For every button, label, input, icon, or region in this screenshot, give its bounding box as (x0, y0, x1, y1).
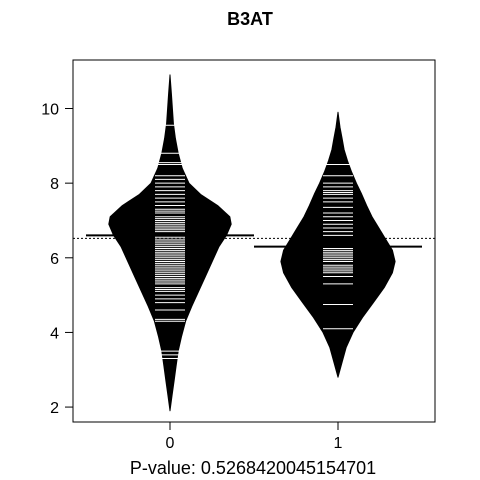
chart-title: B3AT (227, 9, 273, 29)
y-tick-label: 2 (50, 400, 59, 417)
x-tick-label: 0 (166, 435, 175, 452)
y-tick-label: 10 (41, 102, 59, 119)
x-axis-label: P-value: 0.5268420045154701 (130, 458, 376, 478)
bean-density-1 (280, 111, 396, 378)
y-axis: 2 4 6 8 10 (41, 102, 73, 417)
beans-layer (86, 74, 422, 412)
bean-1 (254, 111, 422, 378)
y-tick-label: 8 (50, 176, 59, 193)
bean-0 (86, 74, 254, 412)
y-tick-label: 4 (50, 325, 59, 342)
y-tick-label: 6 (50, 251, 59, 268)
x-tick-label: 1 (334, 435, 343, 452)
plot-frame (72, 59, 436, 423)
